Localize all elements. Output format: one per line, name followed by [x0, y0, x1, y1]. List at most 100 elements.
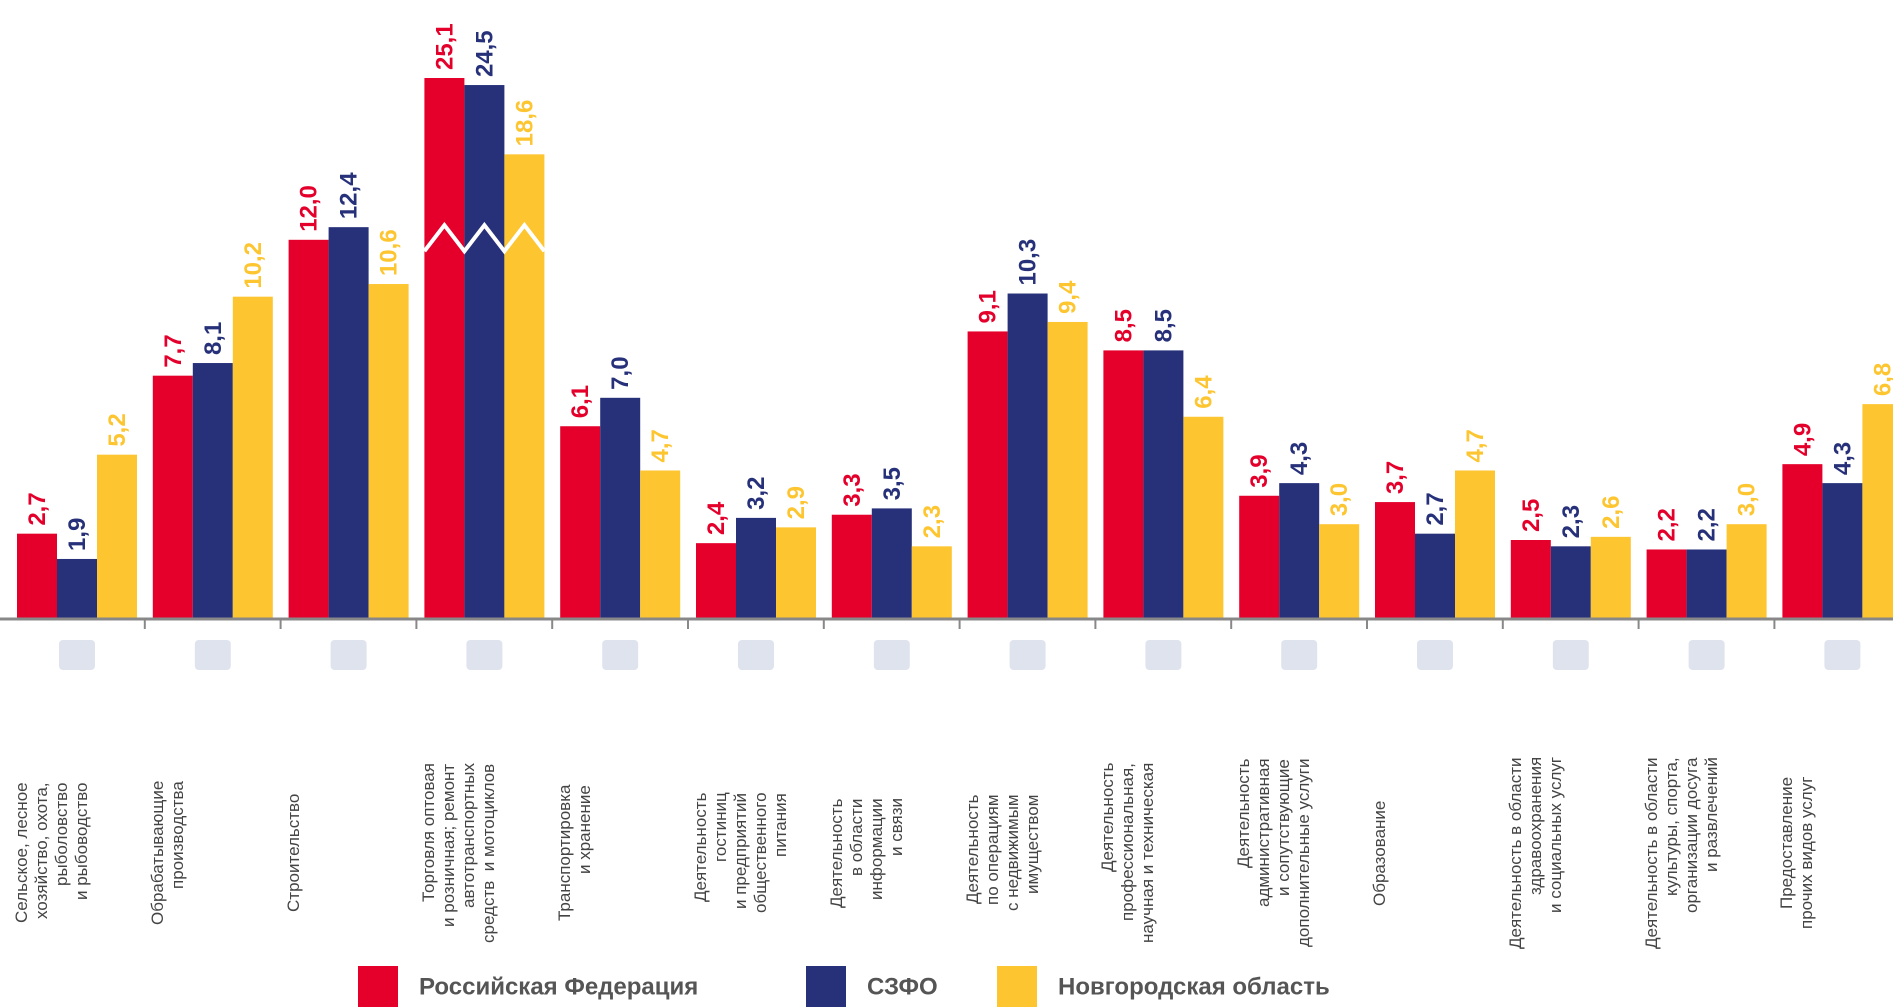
category-icon [602, 640, 639, 670]
bar [328, 227, 369, 619]
value-label: 4,3 [1829, 442, 1856, 475]
bar [1590, 536, 1631, 619]
value-label: 10,3 [1015, 239, 1042, 286]
category-label: Деятельность в области информации и связ… [826, 798, 906, 908]
category-icon [1417, 640, 1453, 670]
bar [1319, 524, 1360, 619]
value-label: 2,5 [1518, 499, 1545, 532]
value-label: 2,3 [919, 505, 946, 538]
value-label: 5,2 [104, 413, 131, 446]
bar [640, 470, 681, 619]
category-icon [1688, 640, 1725, 670]
value-label: 2,6 [1598, 495, 1625, 528]
bar [831, 514, 872, 619]
category-label: Строительство [283, 793, 303, 913]
bar [424, 78, 465, 619]
value-label: 25,1 [431, 23, 458, 70]
value-label: 24,5 [471, 30, 498, 77]
value-label: 3,3 [839, 473, 866, 506]
value-label: 2,2 [1694, 508, 1721, 541]
bar [1782, 464, 1823, 619]
bar [911, 546, 952, 619]
category-icon [873, 640, 910, 670]
bar [192, 363, 233, 619]
value-label: 1,9 [64, 518, 91, 551]
bar [464, 85, 505, 619]
category-icon [466, 640, 503, 670]
bar [871, 508, 912, 619]
value-label: 7,0 [607, 356, 634, 389]
value-label: 3,0 [1326, 483, 1353, 516]
category-label: Деятельность в области культуры, спорта,… [1641, 757, 1721, 949]
bar [57, 558, 97, 619]
bar [1007, 293, 1048, 619]
value-label: 3,7 [1382, 461, 1409, 494]
bar [1550, 546, 1591, 619]
bar [1279, 483, 1320, 619]
category-icon [738, 640, 774, 670]
bar [1375, 502, 1415, 619]
category-icon [59, 640, 95, 670]
value-label: 8,1 [200, 322, 227, 355]
category-icon [330, 640, 367, 670]
bar [1726, 524, 1767, 619]
bar [1510, 540, 1551, 619]
bar [1143, 350, 1184, 619]
value-label: 6,1 [567, 385, 594, 418]
bar [736, 517, 776, 619]
bar [504, 154, 545, 619]
value-label: 18,6 [511, 100, 538, 147]
bar [1047, 321, 1088, 619]
value-label: 6,4 [1190, 375, 1217, 409]
value-label: 4,9 [1789, 423, 1816, 456]
legend-swatch [358, 966, 398, 1007]
category-label: Деятельность профессиональная, научная и… [1098, 762, 1158, 944]
category-label: Сельское, лесное хозяйство, охота, рыбол… [12, 782, 91, 924]
bar [1103, 350, 1144, 619]
legend-label: Новгородская область [1058, 973, 1330, 1000]
value-label: 6,8 [1869, 363, 1893, 396]
legend-label: Российская Федерация [419, 973, 698, 1000]
category-label: Торговля оптовая и розничная; ремонт авт… [419, 763, 499, 943]
category-label: Деятельность административная и сопутств… [1234, 758, 1314, 948]
value-label: 4,7 [1462, 429, 1489, 462]
value-label: 2,3 [1558, 505, 1585, 538]
value-label: 2,2 [1654, 508, 1681, 541]
value-label: 4,7 [647, 429, 674, 462]
bar [1239, 495, 1280, 619]
value-label: 2,9 [783, 486, 810, 519]
bar [696, 543, 736, 619]
value-label: 3,9 [1246, 454, 1273, 487]
bar [288, 239, 329, 620]
bar [1183, 416, 1224, 619]
category-icon [1145, 640, 1182, 670]
value-label: 9,1 [975, 290, 1002, 323]
bar [232, 296, 273, 619]
category-label: Обрабатывающие производства [147, 780, 187, 926]
bar [600, 397, 641, 619]
value-label: 8,5 [1110, 309, 1137, 342]
value-label: 4,3 [1286, 442, 1313, 475]
value-label: 10,2 [240, 242, 267, 289]
bar [368, 284, 409, 619]
value-label: 3,5 [879, 467, 906, 500]
bar [97, 454, 137, 619]
bar [1822, 483, 1863, 619]
bar [1862, 404, 1893, 619]
bar [1686, 549, 1727, 619]
value-label: 12,0 [296, 185, 323, 232]
value-label: 8,5 [1150, 309, 1177, 342]
axis-break [422, 221, 546, 255]
category-icon [1009, 640, 1046, 670]
bar [1646, 549, 1687, 619]
category-label: Образование [1370, 800, 1389, 906]
category-icon [194, 640, 231, 670]
legend-swatch [806, 966, 846, 1007]
value-label: 2,7 [1422, 492, 1449, 525]
value-label: 3,2 [743, 477, 770, 510]
category-label: Предоставление прочих видов услуг [1777, 776, 1817, 930]
bar [1455, 470, 1495, 619]
bar [17, 533, 57, 619]
